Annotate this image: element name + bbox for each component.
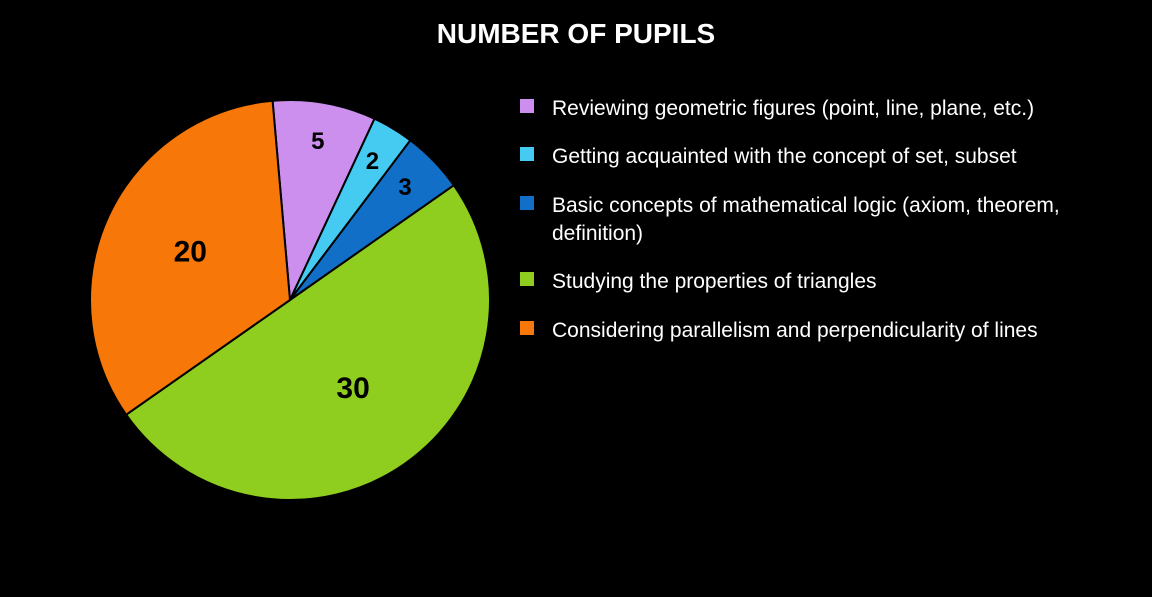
- legend-item: Studying the properties of triangles: [520, 268, 1120, 296]
- chart-container: NUMBER OF PUPILS 5 23 30 20 Reviewing geome…: [0, 0, 1152, 597]
- legend-swatch: [520, 99, 534, 113]
- pie-chart: 5 23 30 20: [80, 90, 500, 510]
- slice-label: 5: [311, 128, 324, 155]
- slice-label: 20: [174, 235, 207, 268]
- slice-label: 30: [336, 372, 369, 405]
- chart-title: NUMBER OF PUPILS: [0, 18, 1152, 50]
- legend-label: Considering parallelism and perpendicula…: [552, 317, 1038, 345]
- legend-item: Getting acquainted with the concept of s…: [520, 143, 1120, 171]
- legend-label: Getting acquainted with the concept of s…: [552, 143, 1017, 171]
- legend-label: Basic concepts of mathematical logic (ax…: [552, 192, 1112, 249]
- slice-label: 3: [398, 174, 411, 201]
- legend: Reviewing geometric figures (point, line…: [520, 95, 1120, 365]
- legend-swatch: [520, 321, 534, 335]
- legend-swatch: [520, 196, 534, 210]
- legend-item: Basic concepts of mathematical logic (ax…: [520, 192, 1120, 249]
- legend-swatch: [520, 272, 534, 286]
- slice-label: 2: [366, 148, 379, 175]
- legend-label: Reviewing geometric figures (point, line…: [552, 95, 1034, 123]
- legend-label: Studying the properties of triangles: [552, 268, 877, 296]
- legend-item: Considering parallelism and perpendicula…: [520, 317, 1120, 345]
- legend-item: Reviewing geometric figures (point, line…: [520, 95, 1120, 123]
- legend-swatch: [520, 147, 534, 161]
- pie-svg: 5 23 30 20: [80, 90, 500, 510]
